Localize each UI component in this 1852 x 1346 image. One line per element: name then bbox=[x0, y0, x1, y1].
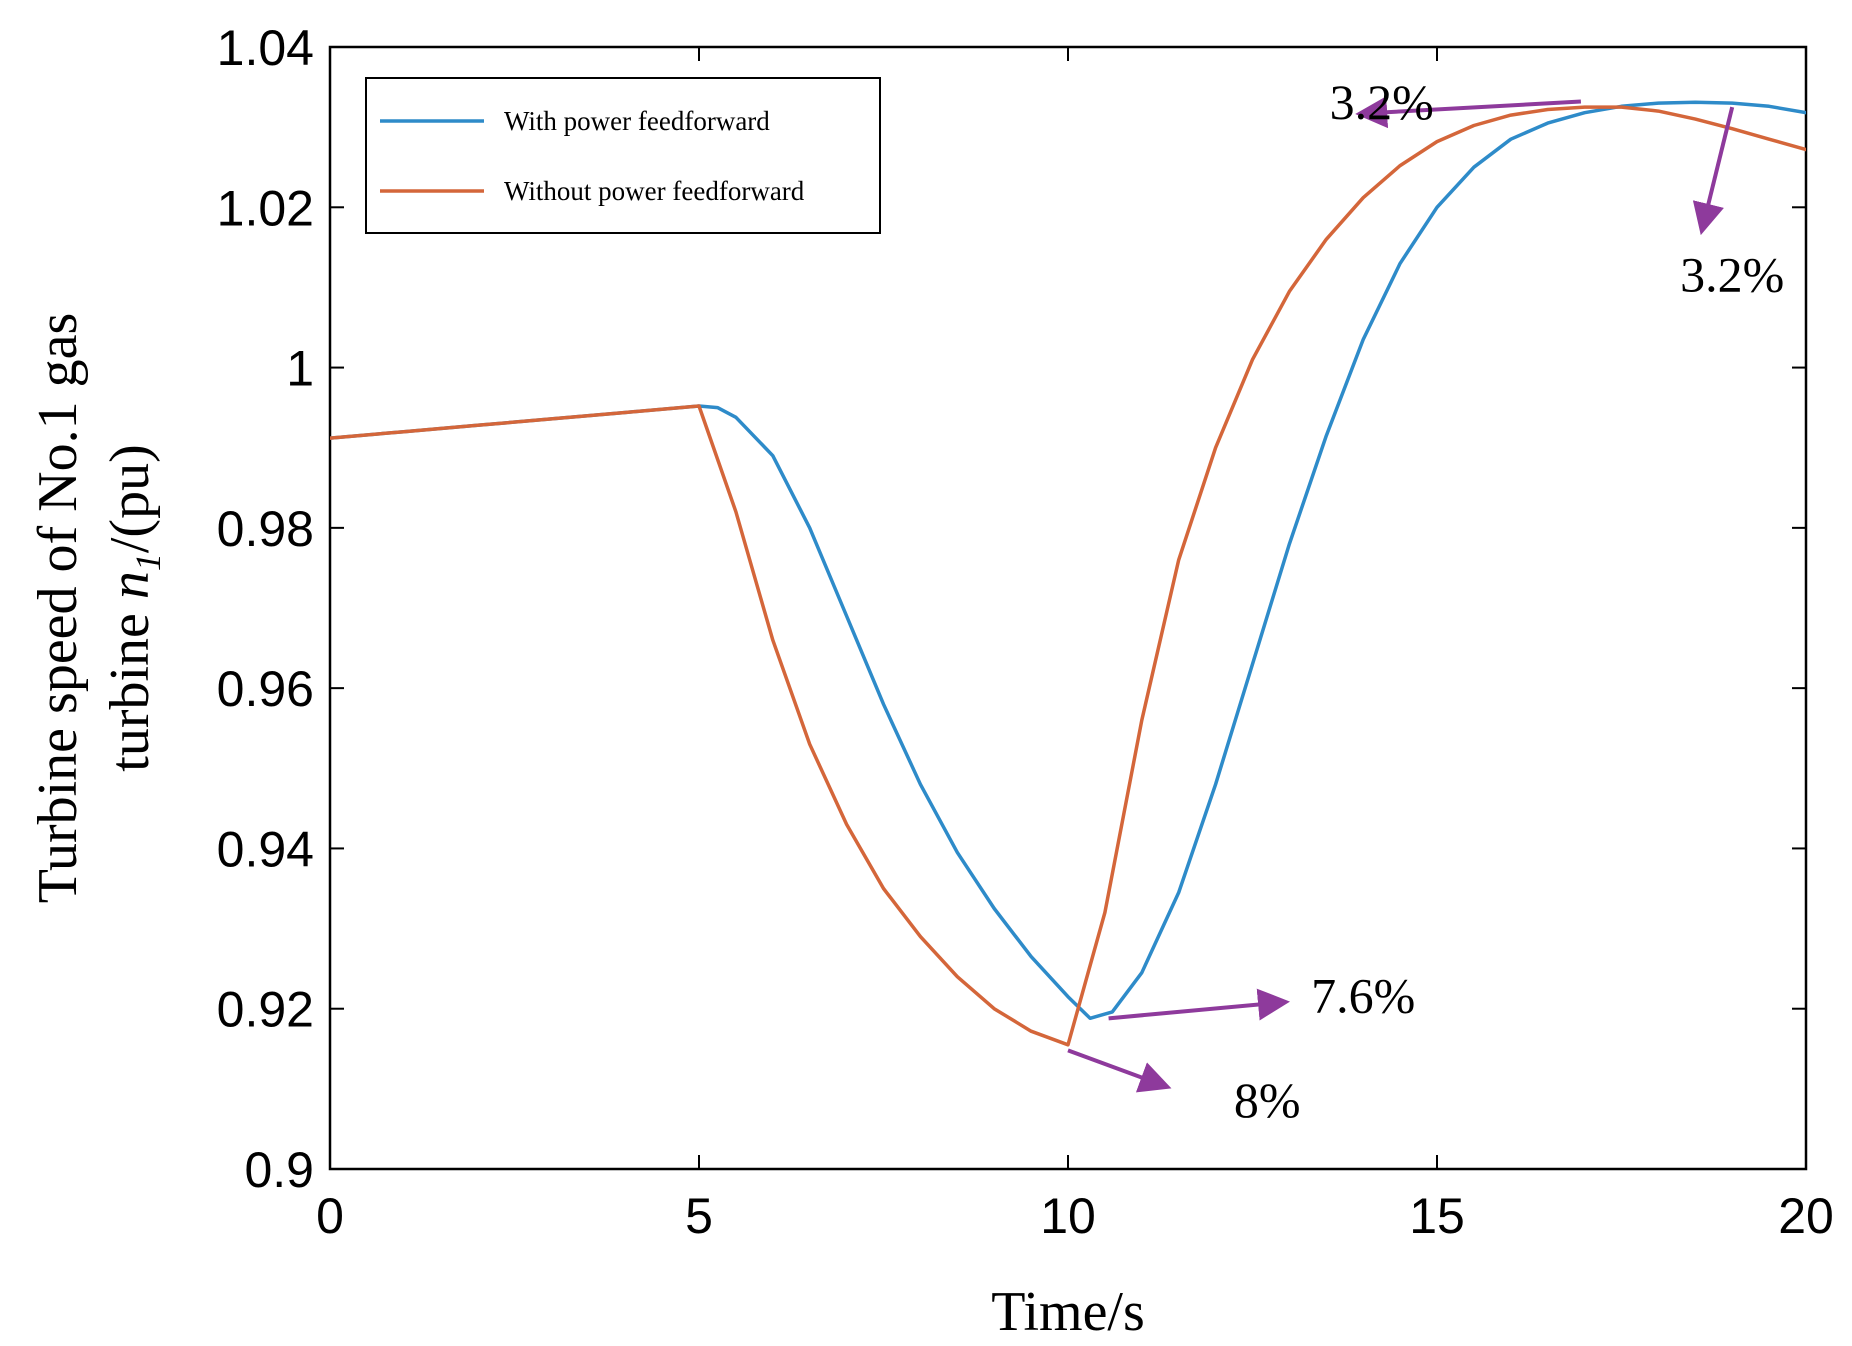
y-tick-label: 1.02 bbox=[217, 180, 314, 236]
series-line-with-power-feedforward bbox=[330, 100, 1806, 1021]
annotation-arrow bbox=[1067, 1048, 1172, 1093]
y-tick-label: 1.04 bbox=[217, 20, 314, 76]
y-axis-title-prefix: turbine bbox=[99, 599, 161, 772]
y-axis-title-subscript: 1 bbox=[128, 553, 168, 571]
y-axis-title-line-2: turbine n1/(pu) bbox=[99, 444, 168, 771]
x-tick-label: 20 bbox=[1778, 1188, 1834, 1244]
y-axis-title: Turbine speed of No.1 gas turbine n1/(pu… bbox=[27, 313, 168, 904]
annotation-label: 7.6% bbox=[1311, 968, 1415, 1024]
annotation-label: 8% bbox=[1234, 1072, 1301, 1128]
y-axis-title-unit: /(pu) bbox=[99, 444, 161, 553]
y-tick-label: 0.96 bbox=[217, 661, 314, 717]
legend-label-with-feedforward: With power feedforward bbox=[504, 106, 770, 136]
y-tick-label: 0.98 bbox=[217, 501, 314, 557]
x-axis-title: Time/s bbox=[991, 1281, 1145, 1343]
annotation-layer: 3.2% 3.2% 7.6%8% bbox=[1067, 74, 1784, 1128]
y-tick-label: 1 bbox=[286, 341, 314, 397]
x-axis-ticks: 0 5 10 15 20 bbox=[316, 47, 1834, 1244]
y-tick-label: 0.94 bbox=[217, 821, 314, 877]
y-tick-label: 0.92 bbox=[217, 982, 314, 1038]
legend-box bbox=[365, 77, 881, 234]
annotation-label: 3.2% bbox=[1330, 74, 1434, 130]
legend-label-without-feedforward: Without power feedforward bbox=[504, 176, 805, 206]
y-axis-title-symbol: n bbox=[99, 571, 161, 599]
annotation-arrow bbox=[1108, 988, 1290, 1021]
x-tick-label: 10 bbox=[1040, 1188, 1096, 1244]
x-tick-label: 15 bbox=[1409, 1188, 1465, 1244]
legend: With power feedforward Without power fee… bbox=[365, 77, 881, 234]
annotation-label: 3.2% bbox=[1680, 246, 1784, 302]
x-tick-label: 0 bbox=[316, 1188, 344, 1244]
x-tick-label: 5 bbox=[685, 1188, 713, 1244]
annotation-arrow bbox=[1355, 96, 1582, 129]
y-tick-label: 0.9 bbox=[244, 1142, 314, 1198]
y-axis-ticks: 0.9 0.92 0.94 0.96 0.98 1 1.02 1.04 bbox=[217, 20, 1806, 1198]
annotation-arrow bbox=[1692, 106, 1735, 236]
series-line-without-power-feedforward bbox=[330, 105, 1806, 1047]
series-layer bbox=[330, 100, 1806, 1047]
y-axis-title-line-1: Turbine speed of No.1 gas bbox=[27, 313, 89, 904]
